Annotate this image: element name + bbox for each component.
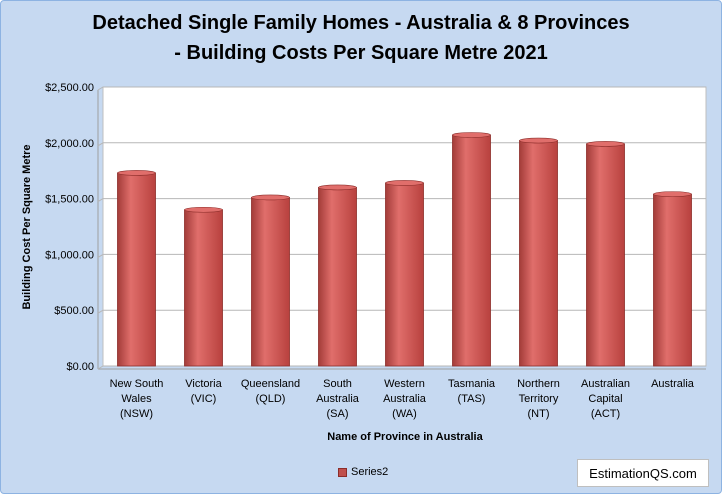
gridline-depth xyxy=(97,86,104,91)
bar-body xyxy=(318,187,357,367)
x-tick-label: Tasmania (TAS) xyxy=(448,378,496,405)
y-tick-label: $1,500.00 xyxy=(45,194,94,206)
x-axis-title: Name of Province in Australia xyxy=(327,431,483,443)
gridline-depth xyxy=(97,253,104,258)
bar-top xyxy=(184,206,223,213)
chart-title-line-1: Detached Single Family Homes - Australia… xyxy=(92,12,630,34)
bar-top xyxy=(117,170,156,176)
y-tick-label: $0.00 xyxy=(66,361,94,373)
bar xyxy=(318,184,357,367)
bar xyxy=(586,141,625,367)
legend: Series2 xyxy=(338,466,388,478)
bar-top xyxy=(586,141,625,147)
bar xyxy=(452,132,491,367)
gridline-depth xyxy=(97,365,104,370)
bar-body xyxy=(519,140,558,367)
x-tick-label: New South Wales (NSW) xyxy=(110,378,164,420)
bar-top xyxy=(519,137,558,144)
bar-top xyxy=(653,191,692,197)
gridline-depth xyxy=(97,198,104,203)
x-tick-label: Northern Territory (NT) xyxy=(517,378,560,420)
bar-body xyxy=(184,209,223,367)
bar-body xyxy=(653,193,692,367)
bar xyxy=(184,206,223,367)
bar-body xyxy=(385,182,424,367)
bar-body xyxy=(452,134,491,367)
bar-body xyxy=(251,197,290,367)
bar-top xyxy=(318,184,357,191)
gridline-depth xyxy=(97,142,104,147)
x-tick-label: Western Australia (WA) xyxy=(383,378,427,420)
y-tick-label: $2,500.00 xyxy=(45,82,94,94)
x-tick-label: Victoria (VIC) xyxy=(185,378,222,405)
bar xyxy=(519,137,558,367)
bar xyxy=(251,194,290,367)
bar-top xyxy=(251,194,290,201)
legend-label: Series2 xyxy=(351,466,389,478)
x-tick-label: Australia xyxy=(651,378,695,390)
y-tick-label: $1,000.00 xyxy=(45,249,94,261)
watermark: EstimationQS.com xyxy=(577,459,709,487)
gridline-depth xyxy=(97,309,104,314)
x-tick-label: Queensland (QLD) xyxy=(241,378,300,405)
y-axis-title: Building Cost Per Square Metre xyxy=(21,144,33,309)
bar-top xyxy=(385,180,424,186)
bar xyxy=(385,180,424,367)
bar xyxy=(117,170,156,367)
bar xyxy=(653,191,692,367)
y-tick-label: $500.00 xyxy=(54,305,94,317)
legend-swatch xyxy=(338,467,347,477)
y-tick-label: $2,000.00 xyxy=(45,138,94,150)
x-tick-label: South Australia (SA) xyxy=(316,378,360,420)
bar-body xyxy=(117,172,156,367)
bar-body xyxy=(586,143,625,367)
bar-top xyxy=(452,132,491,138)
chart-title-line-2: - Building Costs Per Square Metre 2021 xyxy=(174,42,548,64)
x-tick-label: Australian Capital (ACT) xyxy=(581,378,630,420)
